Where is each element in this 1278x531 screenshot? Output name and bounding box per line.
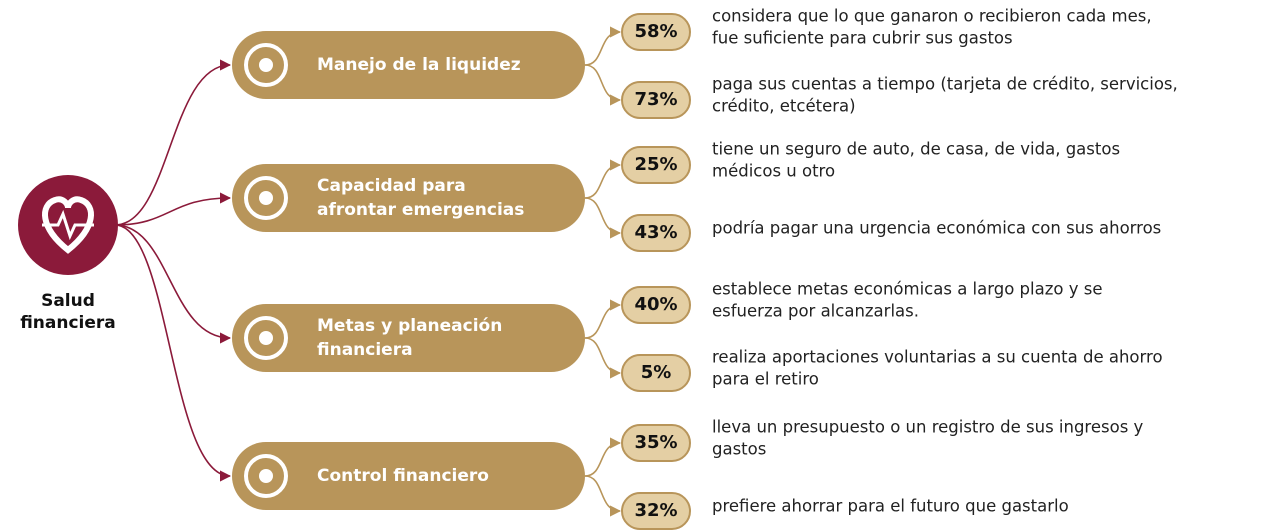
branch-icon-dot bbox=[259, 331, 273, 345]
pct-label: 43% bbox=[634, 222, 677, 243]
pct-pill bbox=[621, 81, 691, 119]
branch-icon-dot bbox=[259, 469, 273, 483]
item-text: para el retiro bbox=[712, 370, 819, 389]
item-connector bbox=[584, 437, 622, 477]
branch-pill bbox=[232, 442, 585, 510]
item-text: considera que lo que ganaron o recibiero… bbox=[712, 7, 1152, 26]
branch-pill bbox=[232, 164, 585, 232]
pct-label: 73% bbox=[634, 89, 677, 110]
branch-icon bbox=[244, 454, 288, 498]
item-connector bbox=[584, 475, 622, 517]
item-text: paga sus cuentas a tiempo (tarjeta de cr… bbox=[712, 75, 1178, 94]
connector bbox=[114, 59, 232, 226]
branch-pill bbox=[232, 304, 585, 372]
pct-pill bbox=[621, 13, 691, 51]
branch-label: Capacidad para bbox=[317, 176, 466, 196]
pct-pill bbox=[621, 424, 691, 462]
pct-pill bbox=[621, 492, 691, 530]
branch-icon-dot bbox=[259, 58, 273, 72]
item-text: lleva un presupuesto o un registro de su… bbox=[712, 418, 1144, 437]
pct-pill bbox=[621, 214, 691, 252]
branch-icon bbox=[244, 176, 288, 220]
pct-pill bbox=[621, 354, 691, 392]
branch-pill bbox=[232, 31, 585, 99]
branch-label: Manejo de la liquidez bbox=[317, 55, 521, 75]
item-connector bbox=[584, 197, 622, 239]
pct-pill bbox=[621, 286, 691, 324]
item-text: tiene un seguro de auto, de casa, de vid… bbox=[712, 140, 1120, 159]
branch-label: Control financiero bbox=[317, 466, 489, 486]
item-text: prefiere ahorrar para el futuro que gast… bbox=[712, 497, 1069, 516]
item-connector bbox=[584, 299, 622, 339]
item-connector bbox=[584, 26, 622, 66]
item-connector bbox=[584, 64, 622, 106]
item-text: gastos bbox=[712, 440, 766, 459]
root-label: financiera bbox=[20, 313, 116, 333]
pct-label: 32% bbox=[634, 500, 677, 521]
item-connector bbox=[584, 337, 622, 379]
branch-label: Metas y planeación bbox=[317, 316, 502, 336]
pct-label: 58% bbox=[634, 21, 677, 42]
pulse-icon bbox=[42, 209, 94, 241]
heart-icon bbox=[42, 196, 94, 254]
item-text: crédito, etcétera) bbox=[712, 97, 856, 116]
pct-label: 25% bbox=[634, 154, 677, 175]
item-text: podría pagar una urgencia económica con … bbox=[712, 219, 1161, 238]
item-text: establece metas económicas a largo plazo… bbox=[712, 280, 1103, 299]
branch-icon-dot bbox=[259, 191, 273, 205]
branch-label: afrontar emergencias bbox=[317, 200, 524, 220]
item-text: médicos u otro bbox=[712, 162, 835, 181]
connector bbox=[114, 224, 232, 482]
item-text: realiza aportaciones voluntarias a su cu… bbox=[712, 348, 1163, 367]
item-text: esfuerza por alcanzarlas. bbox=[712, 302, 919, 321]
pct-label: 35% bbox=[634, 432, 677, 453]
connector bbox=[114, 224, 232, 344]
branch-icon bbox=[244, 316, 288, 360]
connector bbox=[114, 192, 232, 226]
branch-icon bbox=[244, 43, 288, 87]
pct-pill bbox=[621, 146, 691, 184]
pct-label: 40% bbox=[634, 294, 677, 315]
root-label: Salud bbox=[41, 291, 95, 311]
item-connector bbox=[584, 159, 622, 199]
branch-label: financiera bbox=[317, 340, 413, 360]
pct-label: 5% bbox=[641, 362, 672, 383]
item-text: fue suficiente para cubrir sus gastos bbox=[712, 29, 1013, 48]
